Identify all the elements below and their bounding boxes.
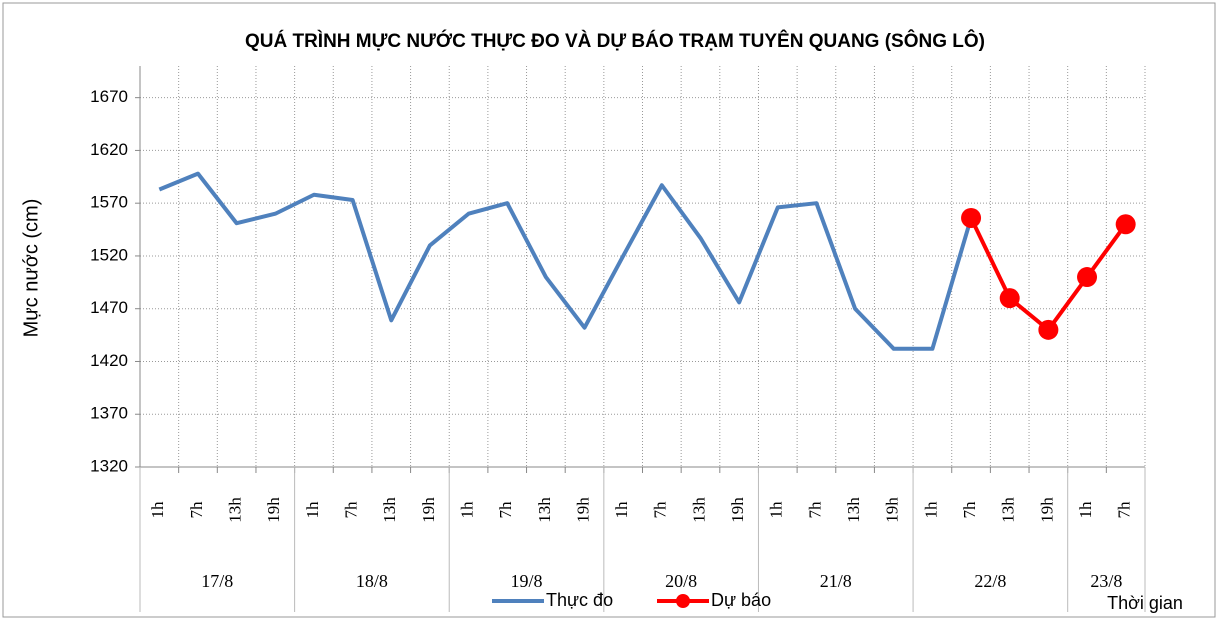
group-label: 21/8 [820, 571, 852, 591]
y-axis-label: Mực nước (cm) [20, 199, 42, 338]
x-tick-label: 7h [187, 501, 206, 519]
x-tick-label: 1h [457, 501, 476, 519]
data-point [1077, 267, 1098, 288]
series-line [158, 171, 973, 351]
y-tick-label: 1470 [90, 298, 128, 317]
x-tick-label: 1h [303, 501, 322, 519]
x-tick-label: 1h [148, 501, 167, 519]
x-tick-label: 19h [419, 497, 438, 523]
x-tick-label: 19h [1037, 497, 1056, 523]
group-label: 20/8 [665, 571, 697, 591]
x-tick-label: 19h [264, 497, 283, 523]
legend-marker [676, 594, 690, 608]
x-tick-label: 13h [380, 497, 399, 523]
data-point [1115, 214, 1136, 235]
x-tick-label: 19h [728, 497, 747, 523]
x-tick-label: 1h [612, 501, 631, 519]
legend-label: Thực đo [546, 590, 613, 610]
data-point [999, 288, 1020, 309]
y-tick-label: 1320 [90, 456, 128, 475]
x-tick-label: 13h [226, 497, 245, 523]
x-tick-label: 1h [921, 501, 940, 519]
data-point [1038, 319, 1059, 340]
x-tick-label: 13h [535, 497, 554, 523]
x-tick-label: 7h [960, 501, 979, 519]
group-label: 23/8 [1090, 571, 1122, 591]
y-tick-label: 1620 [90, 140, 128, 159]
x-tick-label: 7h [651, 501, 670, 519]
x-tick-label: 7h [496, 501, 515, 519]
x-tick-label: 19h [573, 497, 592, 523]
group-label: 19/8 [511, 571, 543, 591]
y-tick-label: 1520 [90, 245, 128, 264]
x-tick-label: 7h [805, 501, 824, 519]
group-label: 18/8 [356, 571, 388, 591]
data-point [961, 207, 982, 228]
chart-title: QUÁ TRÌNH MỰC NƯỚC THỰC ĐO VÀ DỰ BÁO TRẠ… [245, 30, 985, 52]
legend-label: Dự báo [711, 590, 771, 610]
x-tick-label: 19h [883, 497, 902, 523]
x-tick-label: 13h [689, 497, 708, 523]
y-tick-label: 1370 [90, 404, 128, 423]
group-label: 22/8 [974, 571, 1006, 591]
y-tick-label: 1570 [90, 193, 128, 212]
y-tick-label: 1420 [90, 351, 128, 370]
x-tick-label: 7h [342, 501, 361, 519]
x-tick-label: 1h [767, 501, 786, 519]
group-label: 17/8 [201, 571, 233, 591]
x-tick-label: 13h [999, 497, 1018, 523]
x-tick-label: 1h [1076, 501, 1095, 519]
x-tick-label: 7h [1115, 501, 1134, 519]
x-tick-label: 13h [844, 497, 863, 523]
y-tick-label: 1670 [90, 87, 128, 106]
